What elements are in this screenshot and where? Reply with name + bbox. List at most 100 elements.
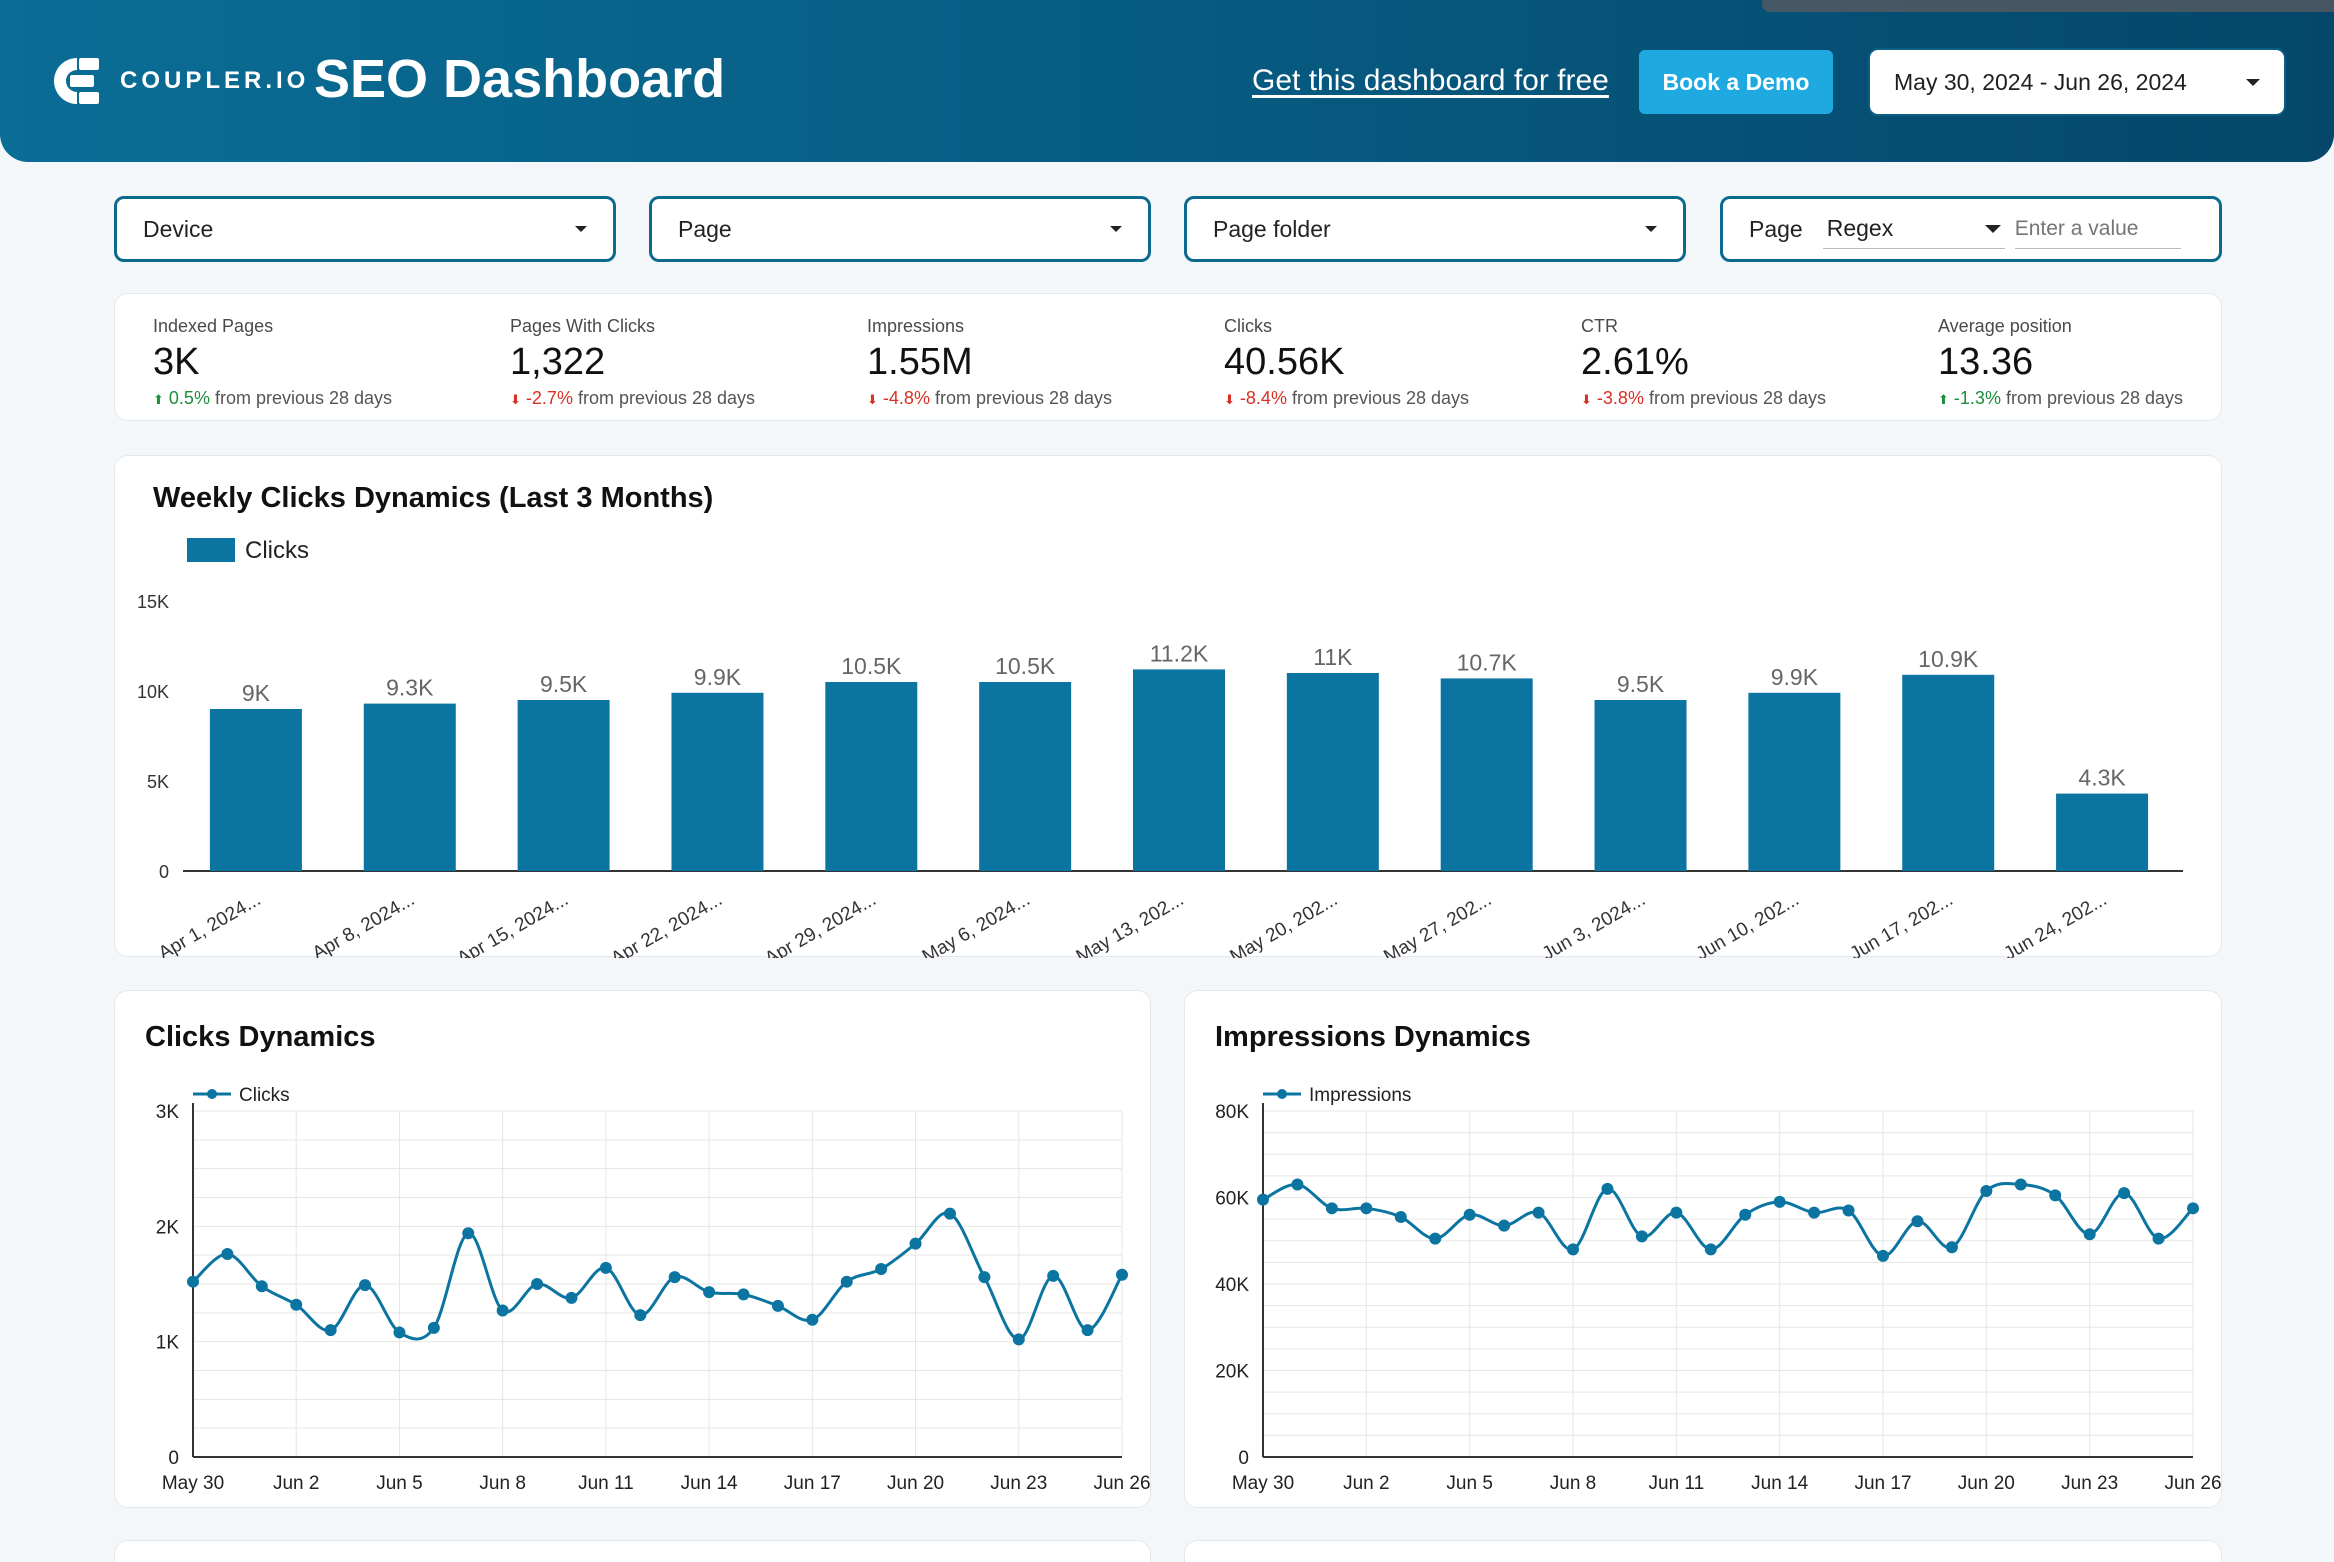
book-demo-button[interactable]: Book a Demo (1639, 50, 1833, 114)
data-point[interactable] (290, 1298, 303, 1311)
bar[interactable] (825, 682, 918, 871)
bar[interactable] (1902, 674, 1995, 871)
bar[interactable] (1440, 678, 1533, 871)
data-point[interactable] (1808, 1206, 1821, 1219)
weekly-clicks-chart: Clicks 0 5K 10K 15K 9K Apr 1, 2024... 9.3K Apr 8… (137, 537, 2183, 958)
impressions-dynamics-card: Impressions Dynamics Impressions 0 20K 40K 6… (1184, 990, 2222, 1508)
data-point[interactable] (978, 1271, 991, 1284)
impressions-line-chart: Impressions 0 20K 40K 60K 80K May 30 Jun 2 Jun 5… (1215, 1085, 2221, 1494)
data-point[interactable] (1670, 1206, 1683, 1219)
data-point[interactable] (1911, 1215, 1924, 1228)
data-point[interactable] (1291, 1178, 1304, 1191)
data-point[interactable] (1116, 1268, 1128, 1281)
data-point[interactable] (2049, 1189, 2062, 1202)
data-point[interactable] (1047, 1269, 1060, 1282)
data-point[interactable] (1532, 1206, 1545, 1219)
data-point[interactable] (1704, 1243, 1717, 1256)
data-point[interactable] (1567, 1243, 1579, 1256)
data-point[interactable] (703, 1286, 716, 1299)
data-point[interactable] (1980, 1185, 1993, 1198)
data-point[interactable] (2152, 1232, 2165, 1245)
data-point[interactable] (2187, 1202, 2199, 1215)
x-tick-label: May 30 (1232, 1473, 1294, 1494)
data-point[interactable] (634, 1309, 647, 1322)
bar[interactable] (1748, 692, 1841, 871)
data-point[interactable] (496, 1304, 509, 1317)
data-point[interactable] (1325, 1202, 1338, 1215)
kpi-delta: ⬇ -3.8% from previous 28 days (1581, 388, 1826, 409)
data-point[interactable] (359, 1279, 372, 1292)
data-point[interactable] (1601, 1182, 1614, 1195)
data-point[interactable] (737, 1288, 750, 1301)
data-point[interactable] (255, 1280, 268, 1293)
bar[interactable] (979, 682, 1072, 871)
data-point[interactable] (1360, 1202, 1373, 1215)
kpi-delta-value: -2.7% (525, 388, 573, 408)
data-point[interactable] (1081, 1324, 1094, 1337)
series-line (1262, 1182, 2195, 1258)
bar[interactable] (671, 692, 764, 871)
x-tick-label: Jun 26 (2164, 1473, 2221, 1494)
data-point[interactable] (599, 1261, 612, 1274)
kpi-label: Impressions (867, 316, 965, 336)
x-tick-label: Jun 8 (1550, 1473, 1596, 1494)
data-point[interactable] (565, 1291, 578, 1304)
data-point[interactable] (324, 1324, 337, 1337)
bar[interactable] (517, 700, 610, 871)
data-point[interactable] (462, 1227, 475, 1240)
arrow-down-icon: ⬇ (1224, 392, 1235, 407)
arrow-down-icon: ⬇ (867, 392, 878, 407)
y-tick-label: 1K (156, 1333, 180, 1354)
data-point[interactable] (531, 1278, 544, 1290)
data-point[interactable] (875, 1263, 888, 1276)
bar[interactable] (363, 703, 456, 871)
data-point[interactable] (221, 1248, 234, 1261)
data-point[interactable] (1429, 1232, 1442, 1245)
data-point[interactable] (771, 1299, 784, 1312)
data-point[interactable] (2014, 1178, 2027, 1191)
get-dashboard-link[interactable]: Get this dashboard for free (1252, 64, 1609, 97)
data-point[interactable] (1012, 1333, 1025, 1346)
data-point[interactable] (806, 1313, 819, 1326)
data-point[interactable] (1739, 1208, 1752, 1221)
data-point[interactable] (187, 1275, 199, 1288)
bar[interactable] (1594, 700, 1687, 871)
device-filter[interactable]: Device (114, 196, 616, 262)
x-tick-label: Jun 20 (887, 1473, 944, 1494)
bar[interactable] (1133, 669, 1225, 871)
data-point[interactable] (909, 1237, 922, 1250)
data-point[interactable] (1394, 1210, 1407, 1223)
data-point[interactable] (1463, 1208, 1476, 1221)
regex-mode-select[interactable]: Regex (1822, 209, 2005, 249)
page-folder-filter[interactable]: Page folder (1184, 196, 1686, 262)
data-point[interactable] (1773, 1195, 1786, 1208)
impressions-dynamics-title: Impressions Dynamics (1215, 1021, 1531, 1053)
data-point[interactable] (1257, 1193, 1269, 1206)
data-point[interactable] (1877, 1249, 1889, 1262)
bar[interactable] (209, 709, 302, 871)
data-point[interactable] (393, 1326, 406, 1339)
data-point[interactable] (1842, 1204, 1855, 1217)
x-tick-label: May 20, 202... (1227, 889, 1342, 958)
data-point[interactable] (1498, 1219, 1511, 1232)
coupler-logo[interactable]: COUPLER.IO (48, 52, 309, 110)
regex-value-input[interactable] (2014, 209, 2181, 249)
y-tick-label: 40K (1215, 1275, 1249, 1296)
data-point[interactable] (2118, 1187, 2131, 1200)
data-point[interactable] (840, 1275, 853, 1288)
bar[interactable] (2056, 793, 2149, 871)
bar[interactable] (1286, 673, 1379, 871)
kpi-delta-value: -3.8% (1596, 388, 1644, 408)
x-tick-label: May 6, 2024... (919, 889, 1034, 958)
data-point[interactable] (668, 1271, 681, 1284)
kpi-value: 1,322 (510, 341, 606, 383)
page-filter[interactable]: Page (649, 196, 1151, 262)
data-point[interactable] (1635, 1230, 1648, 1243)
x-tick-label: Jun 23 (2061, 1473, 2118, 1494)
data-point[interactable] (2083, 1228, 2096, 1241)
data-point[interactable] (1945, 1241, 1958, 1254)
page-regex-filter: Page Regex (1720, 196, 2222, 262)
data-point[interactable] (427, 1321, 440, 1334)
date-range-picker[interactable]: May 30, 2024 - Jun 26, 2024 (1868, 48, 2286, 116)
data-point[interactable] (943, 1207, 956, 1220)
